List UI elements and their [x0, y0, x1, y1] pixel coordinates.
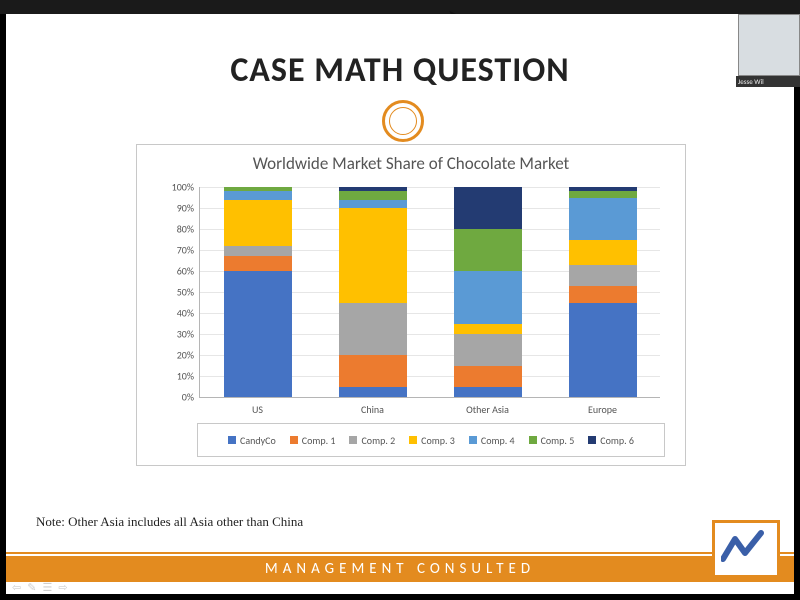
y-axis-label: 60%: [177, 265, 194, 278]
y-axis-label: 90%: [177, 202, 194, 215]
segment-comp-3: [339, 208, 407, 303]
zoom-topbar: [0, 0, 800, 14]
next-icon[interactable]: ⇨: [58, 581, 67, 594]
legend-swatch-icon: [588, 436, 596, 444]
y-axis-label: 30%: [177, 328, 194, 341]
pen-icon[interactable]: ✎: [27, 581, 36, 594]
segment-comp-1: [569, 286, 637, 303]
legend-swatch-icon: [228, 436, 236, 444]
segment-comp-6: [454, 187, 522, 229]
title-ornament-icon: [382, 100, 424, 142]
participant-name: Jesse Wil: [736, 76, 800, 87]
footer-accent-line: [6, 552, 794, 554]
company-logo: [712, 520, 780, 578]
segment-comp-2: [569, 265, 637, 286]
x-axis-label: Other Asia: [454, 403, 522, 416]
slide-footer: MANAGEMENT CONSULTED: [6, 556, 794, 582]
segment-comp-4: [224, 191, 292, 199]
legend-label: Comp. 1: [302, 434, 336, 447]
legend-label: Comp. 3: [421, 434, 455, 447]
bar-europe: Europe: [569, 187, 637, 397]
x-axis-label: Europe: [569, 403, 637, 416]
segment-comp-1: [339, 355, 407, 387]
segment-comp-1: [454, 366, 522, 387]
legend-item: Comp. 2: [349, 434, 395, 447]
bar-china: China: [339, 187, 407, 397]
bar-us: US: [224, 187, 292, 397]
slide-title: CASE MATH QUESTION: [6, 50, 794, 91]
chart-plot-area: 0%10%20%30%40%50%60%70%80%90%100%USChina…: [199, 187, 660, 398]
y-axis-label: 100%: [172, 181, 194, 194]
y-axis-label: 10%: [177, 370, 194, 383]
segment-candyco: [224, 271, 292, 397]
segment-candyco: [339, 387, 407, 398]
legend-label: Comp. 4: [481, 434, 515, 447]
segment-candyco: [569, 303, 637, 398]
y-axis-label: 0%: [182, 391, 194, 404]
video-frame: ➤ CASE MATH QUESTION Worldwide Market Sh…: [0, 0, 800, 600]
legend-swatch-icon: [529, 436, 537, 444]
presentation-slide: CASE MATH QUESTION Worldwide Market Shar…: [6, 14, 794, 594]
y-axis-label: 80%: [177, 223, 194, 236]
segment-comp-5: [454, 229, 522, 271]
segment-candyco: [454, 387, 522, 398]
legend-label: Comp. 2: [361, 434, 395, 447]
legend-item: CandyCo: [228, 434, 276, 447]
legend-swatch-icon: [409, 436, 417, 444]
participant-thumbnail[interactable]: [738, 14, 800, 76]
legend-swatch-icon: [349, 436, 357, 444]
x-axis-label: US: [224, 403, 292, 416]
chart-title: Worldwide Market Share of Chocolate Mark…: [137, 153, 685, 174]
y-axis-label: 40%: [177, 307, 194, 320]
y-axis-label: 70%: [177, 244, 194, 257]
slide-note: Note: Other Asia includes all Asia other…: [36, 514, 303, 530]
segment-comp-3: [569, 240, 637, 265]
x-axis-label: China: [339, 403, 407, 416]
segment-comp-1: [224, 256, 292, 271]
legend-item: Comp. 3: [409, 434, 455, 447]
segment-comp-2: [224, 246, 292, 257]
legend-item: Comp. 4: [469, 434, 515, 447]
chart-legend: CandyCo Comp. 1 Comp. 2 Comp. 3 Comp. 4 Comp.…: [197, 423, 665, 457]
segment-comp-4: [339, 200, 407, 208]
legend-item: Comp. 5: [529, 434, 575, 447]
legend-label: CandyCo: [240, 434, 276, 447]
chart-container: Worldwide Market Share of Chocolate Mark…: [136, 144, 686, 466]
segment-comp-5: [339, 191, 407, 199]
legend-label: Comp. 6: [600, 434, 634, 447]
segment-comp-4: [454, 271, 522, 324]
bar-other-asia: Other Asia: [454, 187, 522, 397]
legend-label: Comp. 5: [541, 434, 575, 447]
legend-item: Comp. 6: [588, 434, 634, 447]
y-axis-label: 20%: [177, 349, 194, 362]
prev-icon[interactable]: ⇦: [12, 581, 21, 594]
segment-comp-3: [454, 324, 522, 335]
legend-swatch-icon: [290, 436, 298, 444]
legend-swatch-icon: [469, 436, 477, 444]
segment-comp-4: [569, 198, 637, 240]
menu-icon[interactable]: ☰: [42, 581, 52, 594]
slide-nav-icons[interactable]: ⇦ ✎ ☰ ⇨: [12, 581, 68, 594]
legend-item: Comp. 1: [290, 434, 336, 447]
segment-comp-3: [224, 200, 292, 246]
y-axis-label: 50%: [177, 286, 194, 299]
segment-comp-2: [454, 334, 522, 366]
segment-comp-2: [339, 303, 407, 356]
